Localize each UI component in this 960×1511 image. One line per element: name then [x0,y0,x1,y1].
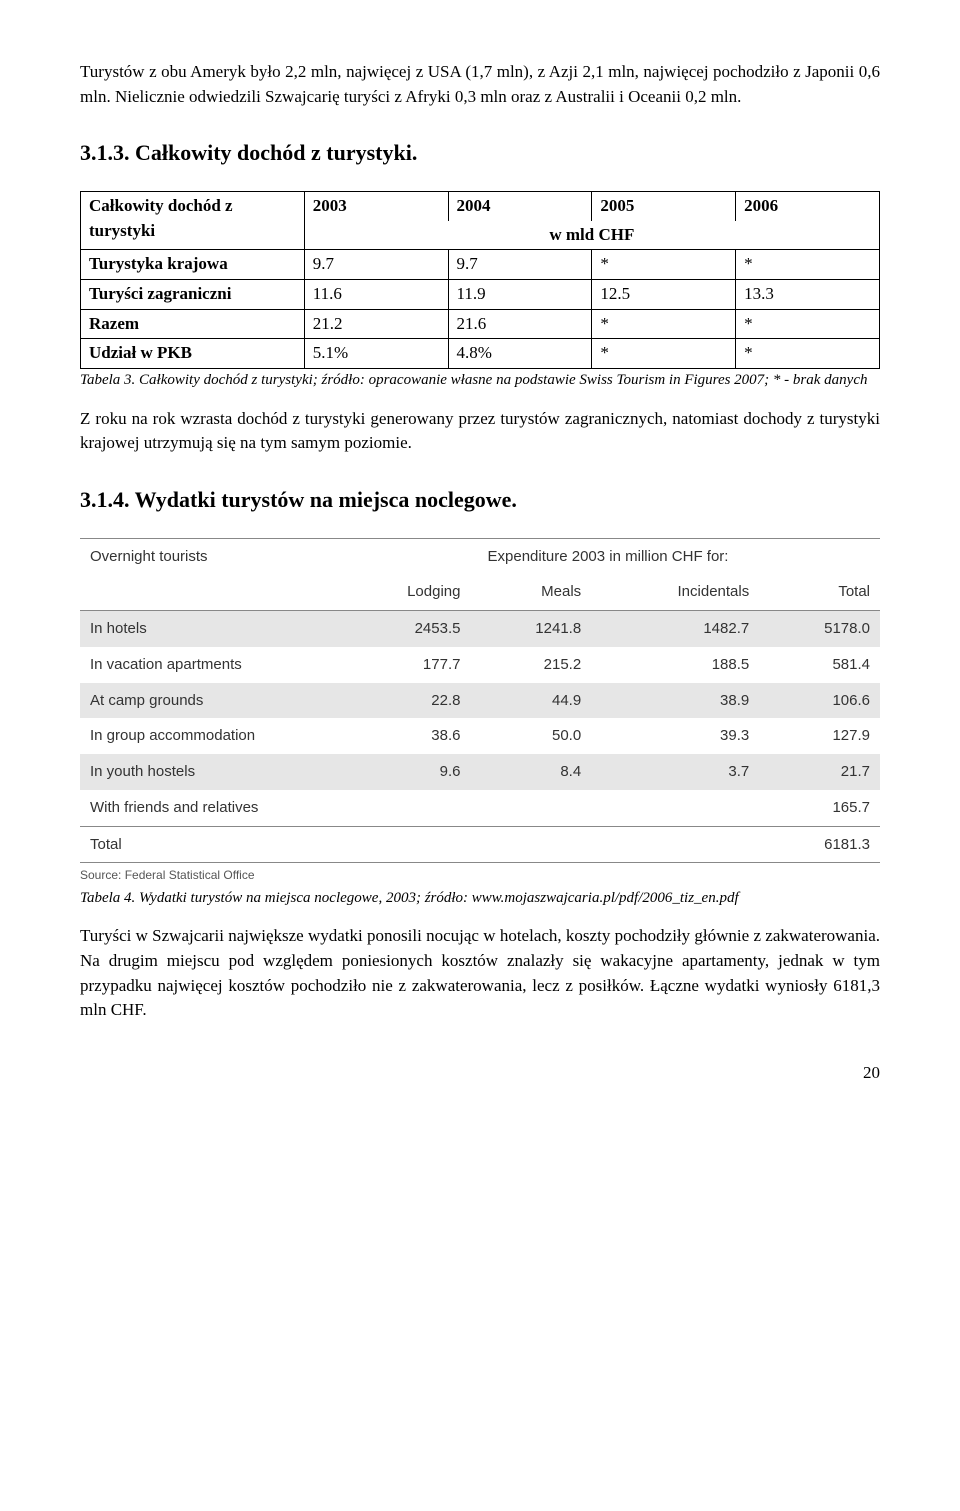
total-label: Total [80,826,336,863]
exp-col: Total [759,574,880,610]
cell: 22.8 [336,683,470,719]
cell: 9.7 [448,250,592,280]
cell: 39.3 [591,718,759,754]
cell: 188.5 [591,647,759,683]
section-314-title: 3.1.4. Wydatki turystów na miejsca nocle… [80,484,880,516]
table-row: Turystyka krajowa 9.7 9.7 * * [81,250,880,280]
row-label: Turyści zagraniczni [81,280,305,310]
row-label: In group accommodation [80,718,336,754]
cell: 44.9 [470,683,591,719]
table-row: In hotels2453.51241.81482.75178.0 [80,611,880,647]
section-313-title: 3.1.3. Całkowity dochód z turystyki. [80,137,880,169]
blank-header [80,574,336,610]
cell: 215.2 [470,647,591,683]
cell: * [592,339,736,369]
cell: 21.7 [759,754,880,790]
cell: 21.6 [448,309,592,339]
cell: 2453.5 [336,611,470,647]
row-label: In vacation apartments [80,647,336,683]
cell: * [736,250,880,280]
cell: 9.7 [304,250,448,280]
income-table-header-main: Całkowity dochód z turystyki [81,192,305,250]
cell: 8.4 [470,754,591,790]
table-row: With friends and relatives 165.7 [80,790,880,826]
cell: * [736,339,880,369]
exp-col: Meals [470,574,591,610]
cell: 5.1% [304,339,448,369]
cell: 11.6 [304,280,448,310]
exp-col: Lodging [336,574,470,610]
cell: 50.0 [470,718,591,754]
cell: * [592,309,736,339]
intro-paragraph: Turystów z obu Ameryk było 2,2 mln, najw… [80,60,880,109]
table-row: In vacation apartments177.7215.2188.5581… [80,647,880,683]
cell: 177.7 [336,647,470,683]
cell: 581.4 [759,647,880,683]
row-label: Razem [81,309,305,339]
table2-caption: Tabela 4. Wydatki turystów na miejsca no… [80,889,880,909]
cell: 11.9 [448,280,592,310]
table-row: Udział w PKB 5.1% 4.8% * * [81,339,880,369]
income-table-year: 2003 [304,192,448,221]
cell: 165.7 [759,790,880,826]
row-label: In hotels [80,611,336,647]
cell [336,790,470,826]
total-row: Total 6181.3 [80,826,880,863]
paragraph-after-table1: Z roku na rok wzrasta dochód z turystyki… [80,407,880,456]
cell: * [736,309,880,339]
table-row: Razem 21.2 21.6 * * [81,309,880,339]
cell: 38.9 [591,683,759,719]
expenditure-table: Overnight tourists Expenditure 2003 in m… [80,538,880,864]
table-row: At camp grounds22.844.938.9106.6 [80,683,880,719]
row-label: Turystyka krajowa [81,250,305,280]
table-row: Turyści zagraniczni 11.6 11.9 12.5 13.3 [81,280,880,310]
cell: 13.3 [736,280,880,310]
cell: 106.6 [759,683,880,719]
total-value: 6181.3 [759,826,880,863]
exp-source: Source: Federal Statistical Office [80,867,880,884]
row-label: At camp grounds [80,683,336,719]
cell: 3.7 [591,754,759,790]
cell [336,826,470,863]
cell: 9.6 [336,754,470,790]
page-number: 20 [80,1061,880,1086]
table1-caption: Tabela 3. Całkowity dochód z turystyki; … [80,371,880,391]
row-label: Udział w PKB [81,339,305,369]
cell [591,790,759,826]
income-table: Całkowity dochód z turystyki 2003 2004 2… [80,191,880,369]
cell [591,826,759,863]
cell: * [592,250,736,280]
cell [470,826,591,863]
table-row: In group accommodation38.650.039.3127.9 [80,718,880,754]
cell: 5178.0 [759,611,880,647]
cell [470,790,591,826]
exp-top-left: Overnight tourists [80,538,336,574]
income-table-year: 2004 [448,192,592,221]
income-table-year: 2006 [736,192,880,221]
expenditure-table-wrap: Overnight tourists Expenditure 2003 in m… [80,538,880,885]
table-row: In youth hostels9.68.43.721.7 [80,754,880,790]
cell: 21.2 [304,309,448,339]
cell: 127.9 [759,718,880,754]
row-label: With friends and relatives [80,790,336,826]
income-table-subheader: w mld CHF [304,221,879,250]
cell: 12.5 [592,280,736,310]
exp-top-right: Expenditure 2003 in million CHF for: [336,538,880,574]
cell: 4.8% [448,339,592,369]
exp-col: Incidentals [591,574,759,610]
cell: 38.6 [336,718,470,754]
final-paragraph: Turyści w Szwajcarii największe wydatki … [80,924,880,1023]
cell: 1482.7 [591,611,759,647]
row-label: In youth hostels [80,754,336,790]
income-table-year: 2005 [592,192,736,221]
cell: 1241.8 [470,611,591,647]
